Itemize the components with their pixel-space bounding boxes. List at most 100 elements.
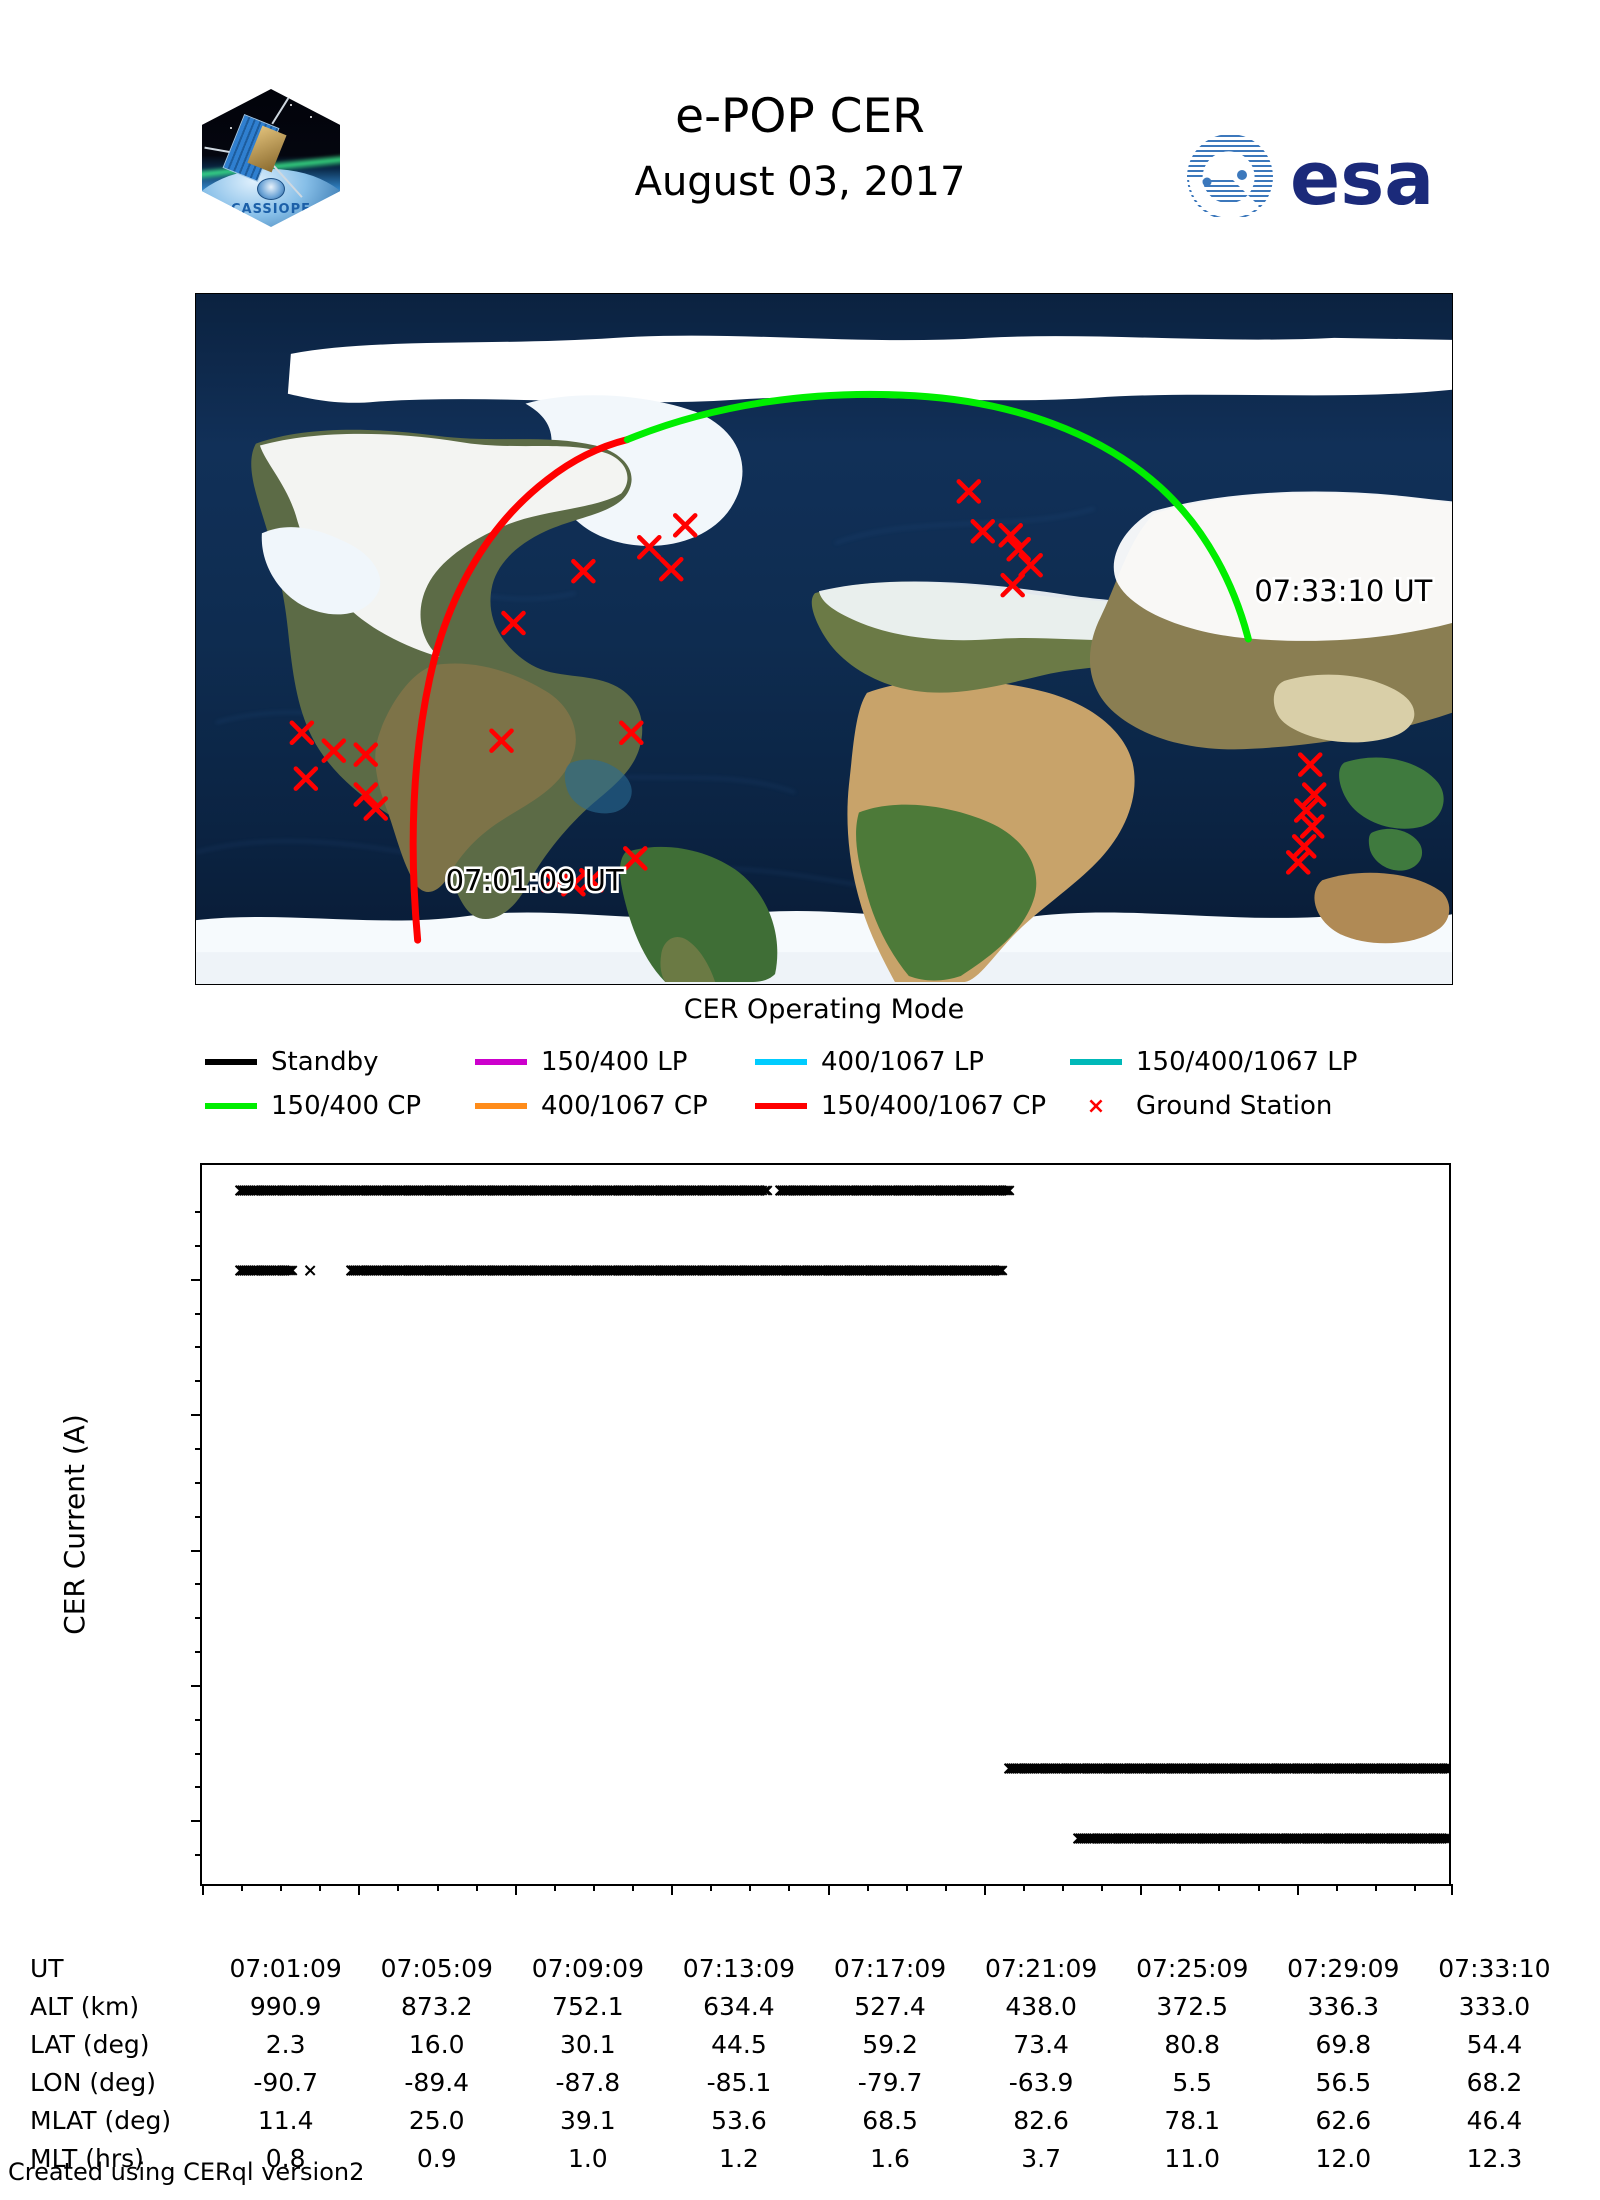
y-tick-minor [195, 1752, 202, 1755]
legend-item-400-1067-lp[interactable]: 400/1067 LP [755, 1040, 1070, 1084]
cell-ut-7: 07:29:09 [1287, 1954, 1400, 1983]
cell-alt-7: 336.3 [1307, 1992, 1380, 2021]
x-tick-major [1296, 1884, 1299, 1895]
cell-ut-0: 07:01:09 [229, 1954, 342, 1983]
legend-label-ground-station: Ground Station [1136, 1091, 1333, 1121]
y-tick-major [191, 1549, 202, 1552]
legend-item-400-1067-cp[interactable]: 400/1067 CP [475, 1084, 755, 1128]
cell-mlat-4: 68.5 [862, 2106, 918, 2135]
cell-lat-7: 69.8 [1315, 2030, 1372, 2059]
legend-item-150-400-cp[interactable]: 150/400 CP [205, 1084, 475, 1128]
great-lakes [564, 759, 632, 814]
x-tick-minor [944, 1884, 947, 1891]
row-header-mlt: MLT (hrs) [30, 2144, 144, 2173]
cell-ut-4: 07:17:09 [833, 1954, 947, 1983]
cell-ut-8: 07:33:10 [1438, 1954, 1551, 1983]
y-tick-major [191, 1278, 202, 1281]
cell-mlat-5: 82.6 [1013, 2106, 1069, 2135]
cassiope-seal-icon [257, 178, 285, 200]
cell-mlat-6: 78.1 [1164, 2106, 1221, 2135]
data-point-x-icon [1002, 1184, 1015, 1197]
ground-station-x-icon [636, 535, 662, 560]
cell-alt-5: 438.0 [1005, 1992, 1077, 2021]
alaska-snow [261, 527, 381, 615]
y-tick-minor [195, 1481, 202, 1484]
y-tick-minor [195, 1617, 202, 1620]
x-tick-minor [280, 1884, 283, 1891]
x-tick-minor [436, 1884, 439, 1891]
legend-label-150-400-1067-cp: 150/400/1067 CP [821, 1091, 1047, 1121]
x-tick-major [202, 1884, 204, 1895]
cell-alt-2: 752.1 [552, 1992, 624, 2021]
cell-lat-8: 54.4 [1466, 2030, 1523, 2059]
scatter-band [310, 1264, 321, 1278]
ephemeris-table: UT 07:01:09 07:05:09 07:09:09 07:13:09 0… [30, 1950, 1570, 2178]
ground-station-x-icon [1285, 850, 1311, 875]
ground-station-x-icon [353, 782, 379, 807]
cell-lon-7: 56.5 [1315, 2068, 1372, 2097]
cell-mlat-8: 46.4 [1466, 2106, 1523, 2135]
y-tick-minor [195, 1515, 202, 1518]
ground-station-x-icon [1299, 814, 1325, 839]
legend-label-400-1067-cp: 400/1067 CP [541, 1091, 708, 1121]
legend-swatch-400-1067-lp [755, 1059, 807, 1065]
y-tick-minor [195, 1447, 202, 1450]
cell-mlt-6: 11.0 [1164, 2144, 1221, 2173]
cell-lon-8: 68.2 [1466, 2068, 1523, 2097]
legend-swatch-150-400-lp [475, 1059, 527, 1065]
scatter-band [351, 1264, 1003, 1278]
row-header-mlat: MLAT (deg) [30, 2106, 172, 2135]
ground-station-x-icon [489, 728, 514, 753]
row-header-alt: ALT (km) [30, 1992, 140, 2021]
footer-note: Created using CERql version2 [8, 2158, 365, 2186]
cell-mlt-2: 1.0 [567, 2144, 608, 2173]
map-caption: CER Operating Mode [683, 994, 965, 1025]
x-tick-minor [1335, 1884, 1338, 1891]
legend-item-150-400-lp[interactable]: 150/400 LP [475, 1040, 755, 1084]
cer-current-plot[interactable]: 0.350.400.450.500.55 [191, 1163, 1453, 1895]
cell-ut-6: 07:25:09 [1136, 1954, 1249, 1983]
legend-item-150-400-1067-cp[interactable]: 150/400/1067 CP [755, 1084, 1070, 1128]
table-row-alt: ALT (km) 990.9 873.2 752.1 634.4 527.4 4… [30, 1988, 1570, 2026]
row-header-lon: LON (deg) [30, 2068, 156, 2097]
x-tick-minor [1374, 1884, 1377, 1891]
legend-item-ground-station[interactable]: × Ground Station [1070, 1084, 1333, 1128]
cell-mlt-8: 12.3 [1466, 2144, 1523, 2173]
y-tick-major [191, 1820, 202, 1823]
x-tick-minor [1413, 1884, 1416, 1891]
table-row-mlat: MLAT (deg) 11.4 25.0 39.1 53.6 68.5 82.6… [30, 2102, 1570, 2140]
x-tick-minor [592, 1884, 595, 1891]
cell-mlat-1: 25.0 [408, 2106, 465, 2135]
x-tick-minor [553, 1884, 556, 1891]
y-tick-minor [195, 1786, 202, 1789]
page-title: e-POP CER [675, 89, 925, 144]
legend-swatch-150-400-cp [205, 1103, 257, 1109]
data-point-x-icon [286, 1264, 299, 1277]
cell-mlt-0: 0.8 [265, 2144, 306, 2173]
y-tick-minor [195, 1718, 202, 1721]
ground-track-map: 07:01:09 UT 07:33:10 UT [195, 293, 1453, 985]
ground-station-markers [289, 479, 1327, 897]
scatter-band [1078, 1832, 1449, 1846]
ground-station-x-icon [289, 720, 315, 745]
legend-swatch-150-400-1067-cp [755, 1103, 807, 1109]
esa-wordmark: esa [1290, 136, 1434, 222]
ephemeris-table-body: UT 07:01:09 07:05:09 07:09:09 07:13:09 0… [30, 1950, 1570, 2178]
ground-station-x-icon [623, 846, 648, 871]
x-tick-minor [397, 1884, 400, 1891]
europe-snow [819, 581, 1189, 641]
legend-label-150-400-1067-lp: 150/400/1067 LP [1136, 1047, 1358, 1077]
ground-station-x-icon [353, 742, 379, 767]
ground-station-x-icon [619, 720, 644, 745]
legend-item-150-400-1067-lp[interactable]: 150/400/1067 LP [1070, 1040, 1357, 1084]
page-date: August 03, 2017 [634, 159, 966, 206]
legend-item-standby[interactable]: Standby [205, 1040, 475, 1084]
legend-label-400-1067-lp: 400/1067 LP [821, 1047, 984, 1077]
cell-lon-4: -79.7 [857, 2068, 923, 2097]
cell-mlat-7: 62.6 [1315, 2106, 1372, 2135]
cell-lon-6: 5.5 [1172, 2068, 1213, 2097]
y-tick-minor [195, 1651, 202, 1654]
cell-lon-0: -90.7 [253, 2068, 318, 2097]
cell-mlat-3: 53.6 [711, 2106, 767, 2135]
australia [1314, 872, 1450, 944]
